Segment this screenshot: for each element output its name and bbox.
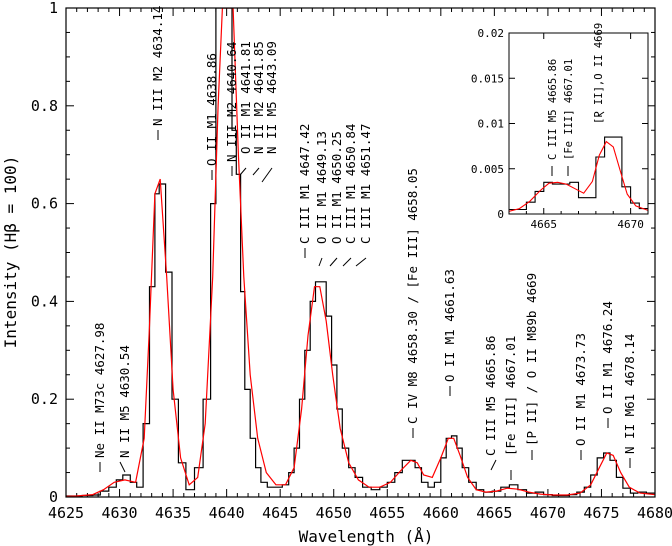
inset-y-tick-label: 0.02 (478, 27, 505, 40)
x-tick-label: 4630 (101, 504, 137, 522)
line-id-label: N III M2 4634.14 (150, 6, 165, 126)
x-tick-label: 4635 (155, 504, 191, 522)
x-tick-label: 4650 (316, 504, 352, 522)
inset-line-id-label: C III M5 4665.86 (547, 59, 559, 160)
inset-plot-panel: 4665 4670 0 0.005 0.01 0.015 0.02 C III M5 4665… (471, 23, 649, 231)
y-tick-label: 0.8 (31, 97, 58, 115)
inset-line-id-label: [Fe III] 4667.01 (563, 59, 575, 160)
inset-y-tick-label: 0.01 (478, 118, 505, 131)
line-id-label: O II M1 4673.73 (573, 333, 588, 446)
line-id-leader (239, 167, 247, 176)
y-axis-title: Intensity (Hβ = 100) (1, 156, 20, 349)
line-id-label: [Fe III] 4667.01 (503, 336, 518, 456)
line-id-label: O II M1 4650.25 (329, 131, 344, 244)
x-tick-label: 4665 (476, 504, 512, 522)
line-id-label: O II M1 4661.63 (442, 269, 457, 382)
line-id-label: Ne II M73c 4627.98 (92, 323, 107, 458)
line-id-label: N II M5 4630.54 (117, 345, 132, 458)
line-id-leader (342, 257, 352, 267)
y-tick-label: 0.6 (31, 195, 58, 213)
inset-line-id-label: [P II],O II 4669 (593, 23, 605, 124)
line-id-leader (261, 167, 273, 183)
line-id-label: C IV M8 4658.30 / [Fe III] 4658.05 (405, 168, 420, 424)
inset-x-tick-label: 4665 (531, 218, 558, 231)
inset-y-tick-label: 0.015 (471, 72, 504, 85)
line-id-label: [P II] / O II M89b 4669 (524, 273, 539, 446)
inset-line-id-leader (597, 111, 605, 117)
inset-observed-line (509, 136, 648, 211)
line-id-label: N II M61 4678.14 (622, 334, 637, 454)
x-tick-label: 4680 (637, 504, 672, 522)
inset-y-tick-label: 0 (497, 208, 504, 221)
x-tick-label: 4660 (423, 504, 459, 522)
x-tick-label: 4655 (369, 504, 405, 522)
y-tick-label: 0.2 (31, 390, 58, 408)
x-axis-title: Wavelength (Å) (299, 527, 434, 546)
x-tick-label: 4670 (530, 504, 566, 522)
line-id-label: O II M1 4641.81 (238, 41, 253, 154)
x-tick-label: 4640 (209, 504, 245, 522)
x-tick-label: 4675 (583, 504, 619, 522)
line-id-label: N III M2 4640.64 (224, 42, 239, 162)
line-id-leader (318, 257, 323, 267)
y-tick-label: 0 (49, 488, 58, 506)
line-id-label: C III M1 4651.47 (358, 124, 373, 244)
line-id-label: C III M5 4665.86 (483, 336, 498, 456)
x-tick-label: 4645 (262, 504, 298, 522)
y-tick-label: 0.4 (31, 292, 58, 310)
line-id-label: O II M1 4649.13 (314, 131, 329, 244)
inset-y-tick-label: 0.005 (471, 163, 504, 176)
line-id-label: C III M1 4650.84 (343, 124, 358, 244)
line-id-label: O II M1 4676.24 (600, 301, 615, 414)
line-id-label: N II M5 4643.09 (264, 41, 279, 154)
line-id-label: O II M1 4638.86 (204, 53, 219, 166)
inset-model-line (509, 140, 648, 212)
inset-frame (508, 32, 649, 215)
y-tick-label: 1 (49, 0, 58, 17)
main-plot-panel: 4625 4630 4635 4640 4645 4650 4655 4660 4665 4670… (31, 0, 672, 522)
line-id-leader (252, 167, 260, 176)
x-tick-label: 4625 (48, 504, 84, 522)
line-id-label: C III M1 4647.42 (297, 124, 312, 244)
line-id-leader (329, 257, 338, 267)
main-plot-frame (65, 7, 656, 498)
line-id-leader (119, 461, 126, 473)
model-fit-line (66, 8, 655, 497)
inset-x-tick-label: 4670 (617, 218, 644, 231)
line-id-label: N II M2 4641.85 (251, 41, 266, 154)
line-id-leader (490, 459, 497, 471)
line-id-leader (355, 257, 367, 267)
